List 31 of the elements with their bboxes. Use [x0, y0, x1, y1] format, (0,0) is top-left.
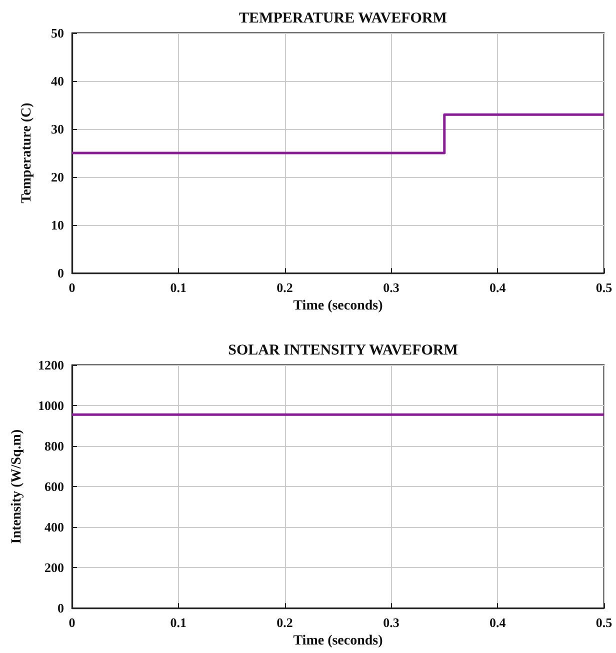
x-tick-label: 0.2 [276, 280, 293, 296]
x-axis-title: Time (seconds) [293, 298, 384, 314]
x-axis-title: Time (seconds) [293, 634, 384, 648]
y-tick-label: 0 [58, 266, 64, 281]
y-tick-label: 1200 [38, 358, 64, 372]
y-tick-label: 800 [44, 438, 64, 454]
y-tick-label: 600 [44, 479, 64, 494]
x-tick-label: 0.5 [596, 280, 613, 296]
y-tick-label: 30 [51, 122, 64, 137]
x-tick-label: 0.1 [170, 615, 187, 630]
y-tick-label: 1000 [38, 398, 64, 414]
y-axis-title: Intensity (W/Sq.m) [10, 429, 24, 544]
y-tick-label: 20 [51, 170, 64, 185]
x-tick-label: 0.3 [383, 615, 400, 630]
chart-title: TEMPERATURE WAVEFORM [239, 10, 447, 26]
y-tick-label: 50 [51, 26, 64, 40]
x-tick-label: 0.4 [489, 280, 506, 296]
x-tick-label: 0.2 [276, 615, 293, 630]
y-tick-label: 200 [44, 560, 64, 576]
x-tick-label: 0.4 [489, 615, 506, 630]
y-tick-label: 0 [58, 600, 64, 616]
x-tick-label: 0.1 [170, 280, 187, 296]
x-tick-label: 0 [68, 280, 76, 296]
x-tick-label: 0.5 [596, 615, 613, 630]
y-tick-label: 400 [44, 520, 64, 535]
y-tick-label: 10 [51, 218, 64, 233]
y-tick-label: 40 [51, 74, 64, 89]
x-tick-label: 0.3 [383, 280, 400, 296]
y-axis-title: Temperature (C) [20, 102, 34, 204]
chart-title: SOLAR INTENSITY WAVEFORM [228, 342, 458, 358]
x-tick-label: 0 [68, 615, 76, 630]
